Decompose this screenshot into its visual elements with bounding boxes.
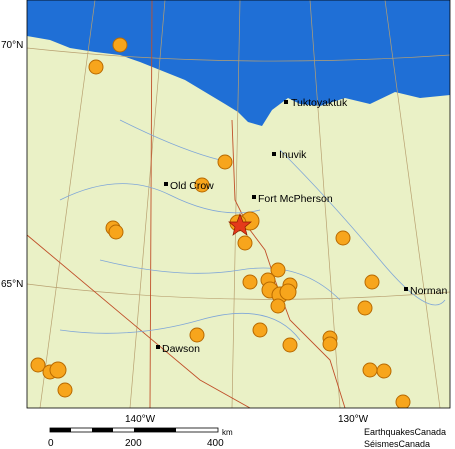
scale-unit: km (222, 428, 233, 437)
river (59, 119, 446, 341)
border (231, 119, 346, 408)
lat-label: 65°N (1, 279, 23, 290)
graticule (27, 47, 450, 62)
map-area: Tuktoyaktuk Inuvik Old Crow Fort McPhers… (27, 0, 450, 408)
lat-label: 70°N (1, 40, 23, 51)
place-markers (156, 100, 408, 349)
place-label: Old Crow (170, 180, 214, 192)
place-label: Dawson (162, 343, 200, 355)
scale-bar (49, 427, 219, 433)
lon-label: 140°W (125, 414, 156, 425)
credit: EarthquakesCanada (364, 427, 446, 437)
place-label: Fort McPherson (258, 193, 333, 205)
scale-label: 200 (125, 438, 142, 449)
epicenter-star (228, 213, 252, 236)
graticule (39, 0, 441, 408)
place-label: Inuvik (279, 149, 307, 161)
earthquake-markers (30, 37, 411, 408)
scale-label: 0 (48, 438, 54, 449)
credit: SéismesCanada (364, 439, 430, 449)
place-label: Norman (410, 285, 448, 297)
border (27, 0, 251, 408)
scale-label: 400 (207, 438, 224, 449)
map-frame (26, 0, 451, 409)
place-label: Tuktoyaktuk (291, 97, 348, 109)
lon-label: 130°W (338, 414, 369, 425)
